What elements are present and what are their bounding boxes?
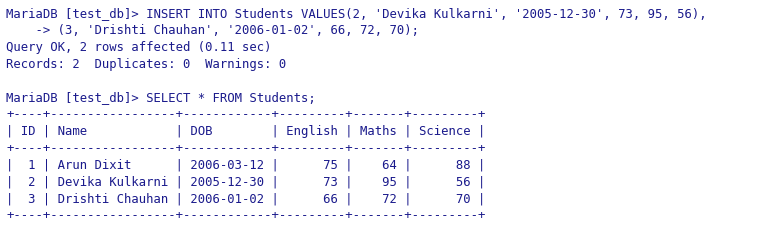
Text: MariaDB [test_db]> SELECT * FROM Students;: MariaDB [test_db]> SELECT * FROM Student…: [6, 91, 316, 104]
Text: +----+-----------------+------------+---------+-------+---------+: +----+-----------------+------------+---…: [6, 209, 485, 222]
Text: Query OK, 2 rows affected (0.11 sec): Query OK, 2 rows affected (0.11 sec): [6, 41, 272, 54]
Text: | ID | Name            | DOB        | English | Maths | Science |: | ID | Name | DOB | English | Maths | Sc…: [6, 125, 485, 138]
Text: |  3 | Drishti Chauhan | 2006-01-02 |      66 |    72 |      70 |: | 3 | Drishti Chauhan | 2006-01-02 | 66 …: [6, 192, 485, 205]
Text: |  1 | Arun Dixit      | 2006-03-12 |      75 |    64 |      88 |: | 1 | Arun Dixit | 2006-03-12 | 75 | 64 …: [6, 159, 485, 172]
Text: |  2 | Devika Kulkarni | 2005-12-30 |      73 |    95 |      56 |: | 2 | Devika Kulkarni | 2005-12-30 | 73 …: [6, 176, 485, 188]
Text: +----+-----------------+------------+---------+-------+---------+: +----+-----------------+------------+---…: [6, 108, 485, 121]
Text: -> (3, 'Drishti Chauhan', '2006-01-02', 66, 72, 70);: -> (3, 'Drishti Chauhan', '2006-01-02', …: [6, 24, 419, 37]
Text: +----+-----------------+------------+---------+-------+---------+: +----+-----------------+------------+---…: [6, 142, 485, 155]
Text: MariaDB [test_db]> INSERT INTO Students VALUES(2, 'Devika Kulkarni', '2005-12-30: MariaDB [test_db]> INSERT INTO Students …: [6, 7, 707, 20]
Text: Records: 2  Duplicates: 0  Warnings: 0: Records: 2 Duplicates: 0 Warnings: 0: [6, 58, 286, 70]
